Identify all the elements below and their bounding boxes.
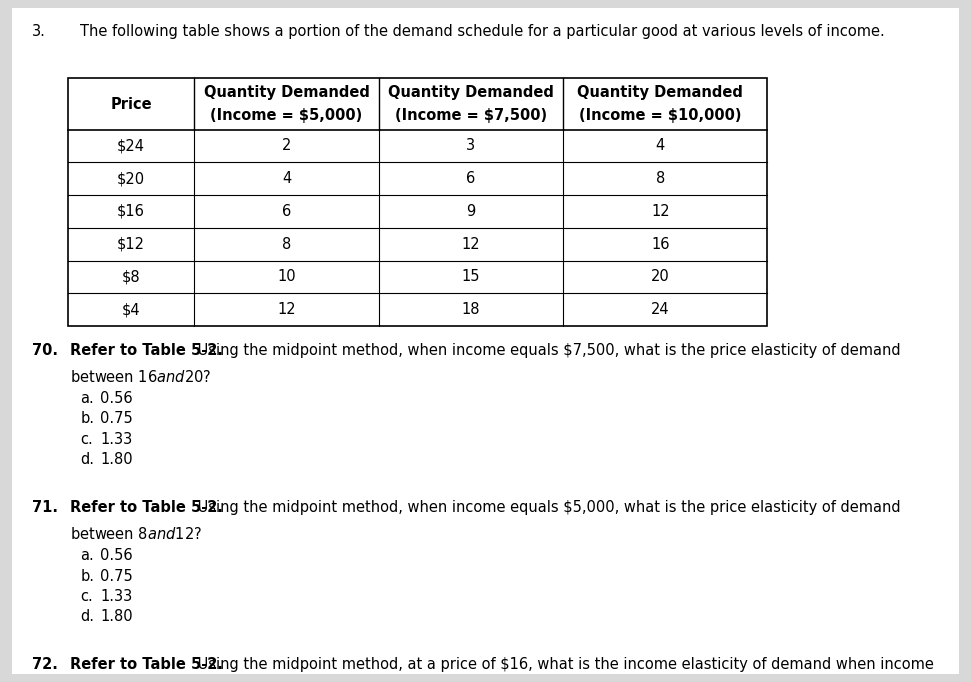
Text: Using the midpoint method, at a price of $16, what is the income elasticity of d: Using the midpoint method, at a price of… bbox=[193, 657, 934, 672]
Text: 24: 24 bbox=[651, 302, 670, 317]
Text: a.: a. bbox=[81, 391, 94, 406]
Text: d.: d. bbox=[81, 452, 94, 467]
Text: between $16 and $20?: between $16 and $20? bbox=[70, 369, 211, 385]
Text: 1.33: 1.33 bbox=[100, 589, 132, 604]
Text: 0.75: 0.75 bbox=[100, 569, 133, 584]
Text: 3.: 3. bbox=[32, 24, 46, 39]
Text: a.: a. bbox=[81, 548, 94, 563]
Text: 1.80: 1.80 bbox=[100, 610, 133, 625]
Text: 6: 6 bbox=[282, 204, 291, 219]
Text: 70.: 70. bbox=[32, 343, 58, 358]
Text: 71.: 71. bbox=[32, 500, 58, 515]
Text: Price: Price bbox=[111, 97, 151, 111]
Text: 12: 12 bbox=[651, 204, 670, 219]
Text: 20: 20 bbox=[651, 269, 670, 284]
Bar bbox=[68, 78, 767, 326]
Text: 8: 8 bbox=[655, 171, 665, 186]
Text: Quantity Demanded: Quantity Demanded bbox=[388, 85, 553, 100]
Text: 1.80: 1.80 bbox=[100, 452, 133, 467]
Text: Refer to Table 5-2.: Refer to Table 5-2. bbox=[70, 500, 223, 515]
Text: Quantity Demanded: Quantity Demanded bbox=[578, 85, 743, 100]
Text: 4: 4 bbox=[655, 138, 665, 153]
Text: $24: $24 bbox=[117, 138, 145, 153]
Text: c.: c. bbox=[81, 589, 93, 604]
Text: 3: 3 bbox=[466, 138, 476, 153]
Text: d.: d. bbox=[81, 610, 94, 625]
Text: 12: 12 bbox=[277, 302, 296, 317]
Text: Using the midpoint method, when income equals $5,000, what is the price elastici: Using the midpoint method, when income e… bbox=[193, 500, 901, 515]
Text: 12: 12 bbox=[461, 237, 481, 252]
Text: 4: 4 bbox=[282, 171, 291, 186]
Text: (Income = $7,500): (Income = $7,500) bbox=[395, 108, 547, 123]
Text: (Income = $10,000): (Income = $10,000) bbox=[579, 108, 742, 123]
Text: 1.33: 1.33 bbox=[100, 432, 132, 447]
Text: 15: 15 bbox=[461, 269, 481, 284]
Text: 72.: 72. bbox=[32, 657, 58, 672]
Text: Refer to Table 5-2.: Refer to Table 5-2. bbox=[70, 343, 223, 358]
Text: 10: 10 bbox=[277, 269, 296, 284]
Text: 8: 8 bbox=[282, 237, 291, 252]
Text: The following table shows a portion of the demand schedule for a particular good: The following table shows a portion of t… bbox=[80, 24, 885, 39]
Text: 9: 9 bbox=[466, 204, 476, 219]
Text: 18: 18 bbox=[461, 302, 481, 317]
Text: $20: $20 bbox=[117, 171, 145, 186]
Text: (Income = $5,000): (Income = $5,000) bbox=[211, 108, 362, 123]
Text: between $8 and $12?: between $8 and $12? bbox=[70, 526, 202, 542]
Text: $12: $12 bbox=[117, 237, 145, 252]
Text: $4: $4 bbox=[121, 302, 141, 317]
Text: 0.75: 0.75 bbox=[100, 411, 133, 426]
Text: $16: $16 bbox=[117, 204, 145, 219]
Text: 0.56: 0.56 bbox=[100, 391, 133, 406]
Text: 0.56: 0.56 bbox=[100, 548, 133, 563]
FancyBboxPatch shape bbox=[12, 8, 959, 674]
Text: c.: c. bbox=[81, 432, 93, 447]
Text: Quantity Demanded: Quantity Demanded bbox=[204, 85, 369, 100]
Text: 16: 16 bbox=[651, 237, 670, 252]
Text: 6: 6 bbox=[466, 171, 476, 186]
Text: Using the midpoint method, when income equals $7,500, what is the price elastici: Using the midpoint method, when income e… bbox=[193, 343, 901, 358]
Text: b.: b. bbox=[81, 411, 94, 426]
Text: $8: $8 bbox=[121, 269, 141, 284]
Text: b.: b. bbox=[81, 569, 94, 584]
Text: Refer to Table 5-2.: Refer to Table 5-2. bbox=[70, 657, 223, 672]
Text: 2: 2 bbox=[282, 138, 291, 153]
